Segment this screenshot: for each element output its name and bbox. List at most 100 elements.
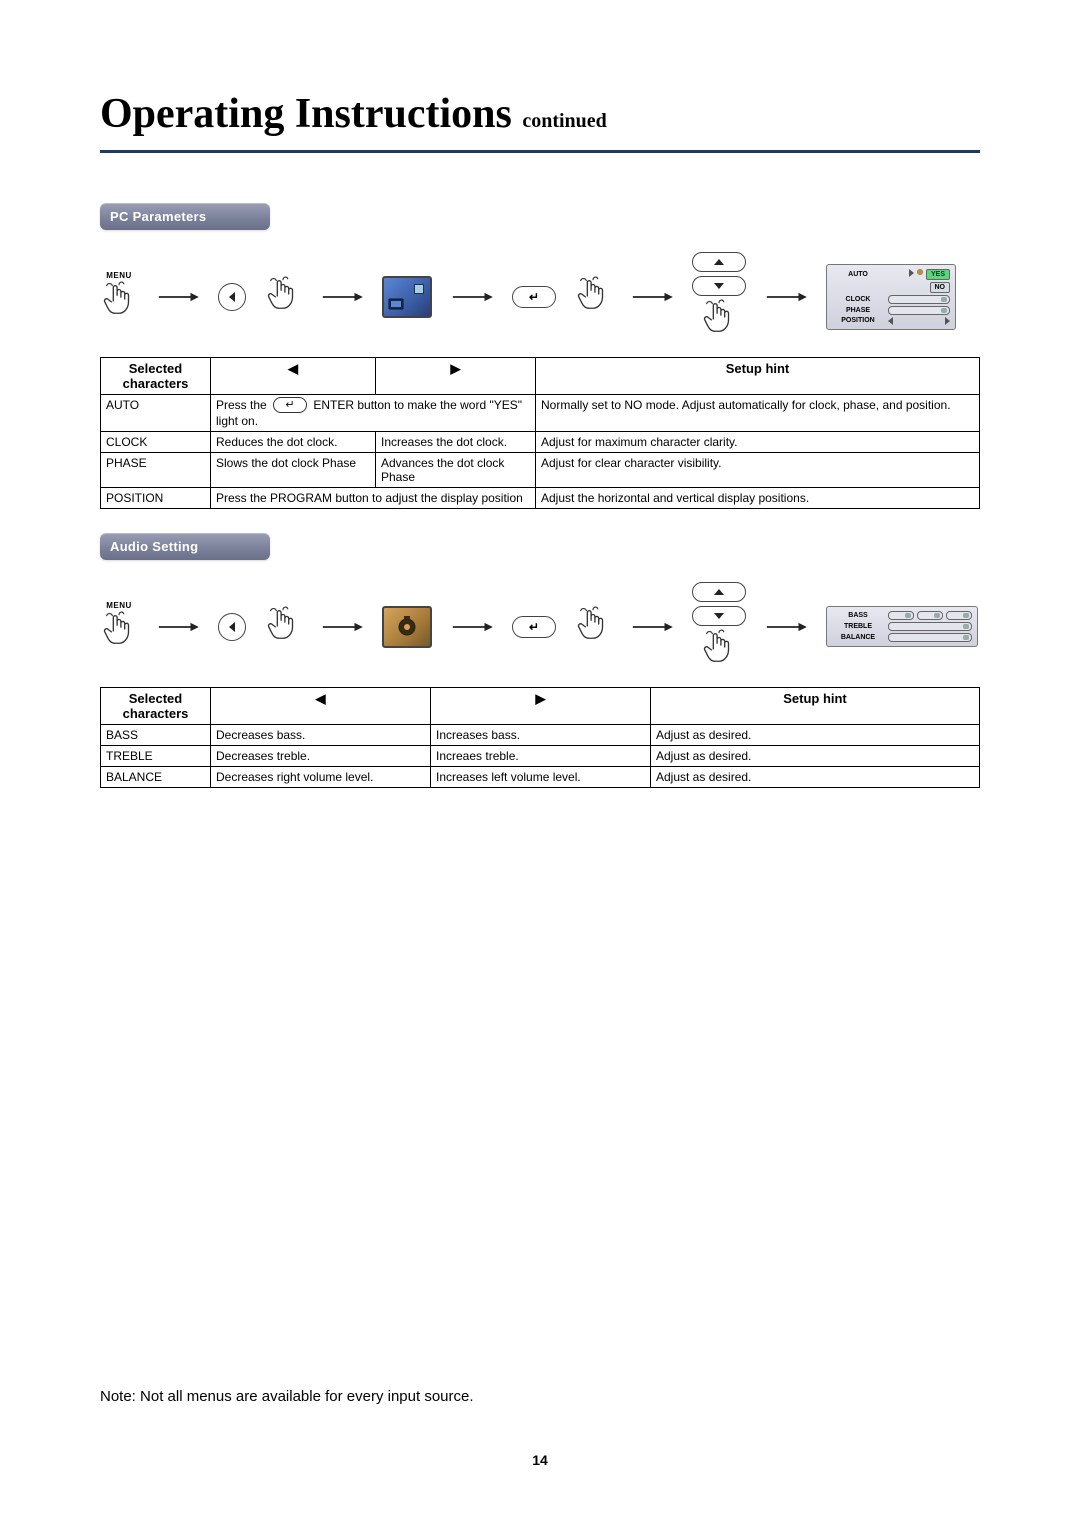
hand-press-icon [700,628,738,666]
arrow-right-icon [320,622,364,632]
hand-press-icon [264,605,302,643]
menu-button-label: MENU [100,271,138,280]
up-button[interactable] [692,582,746,602]
down-button[interactable] [692,276,746,296]
cell-hint: Adjust as desired. [651,746,980,767]
arrow-right-icon [450,292,494,302]
triangle-left-icon [229,622,235,632]
cell-left: Reduces the dot clock. [211,432,376,453]
arrow-right-icon [764,292,808,302]
osd-tri-left-icon [888,317,893,325]
hand-press-icon [574,275,612,313]
cell-selected: BASS [101,725,211,746]
down-button[interactable] [692,606,746,626]
arrow-right-icon [450,622,494,632]
osd-label: CLOCK [832,296,884,303]
press-hand [700,628,738,671]
col-setup-hint: Setup hint [651,688,980,725]
osd-panel: AUTO YES NO CLOCK PHASE POSITION [826,264,956,330]
section-block: PC Parameters MENU ↵ [100,203,980,509]
osd-slider-icon [888,622,972,631]
osd-tri-right-icon [909,269,914,277]
nav-flow: MENU ↵ [100,582,980,671]
osd-right [888,317,950,325]
osd-label: PHASE [832,307,884,314]
cell-hint: Adjust as desired. [651,767,980,788]
osd-slider-icon [888,306,950,315]
section-chip: Audio Setting [100,533,270,560]
cell-hint: Adjust the horizontal and vertical displ… [536,488,980,509]
osd-slider-icon [888,611,914,620]
menu-button-label: MENU [100,601,138,610]
cell-hint: Normally set to NO mode. Adjust automati… [536,395,980,432]
osd-row: AUTO YES [830,268,952,281]
osd-indicator-icon [917,269,923,275]
col-setup-hint: Setup hint [536,358,980,395]
osd-label: TREBLE [832,623,884,630]
osd-right: NO [888,282,950,293]
cell-left: Slows the dot clock Phase [211,453,376,488]
cell-hint: Adjust for maximum character clarity. [536,432,980,453]
cell-right: Increases bass. [431,725,651,746]
cell-hint: Adjust for clear character visibility. [536,453,980,488]
osd-row: TREBLE [830,621,974,632]
cell-right: Advances the dot clock Phase [376,453,536,488]
page-title-block: Operating Instructions continued [100,90,980,153]
table-row: BALANCEDecreases right volume level.Incr… [101,767,980,788]
osd-right [888,306,950,315]
osd-row: BASS [830,610,974,621]
arrow-right-icon [630,292,674,302]
spec-table: Selectedcharacters ◀ ▶ Setup hint BASSDe… [100,687,980,788]
col-left-arrow: ◀ [211,358,376,395]
up-down-block [692,582,746,671]
up-down-block [692,252,746,341]
press-hand [264,275,302,318]
left-round-button[interactable] [218,613,246,641]
press-hand [700,298,738,341]
cell-left: Decreases right volume level. [211,767,431,788]
arrow-right-icon [156,292,200,302]
osd-right [888,622,972,631]
enter-icon: ↵ [529,290,539,304]
osd-label: AUTO [832,271,884,278]
cell-selected: BALANCE [101,767,211,788]
left-round-button[interactable] [218,283,246,311]
hand-press-icon [264,275,302,313]
cell-selected: CLOCK [101,432,211,453]
osd-right: YES [888,269,950,280]
arrow-right-icon [764,622,808,632]
col-selected-characters: Selectedcharacters [101,688,211,725]
page-number: 14 [0,1452,1080,1468]
enter-button[interactable]: ↵ [512,286,556,308]
osd-no-badge: NO [930,282,951,293]
page-title: Operating Instructions [100,91,512,137]
press-hand [574,605,612,648]
osd-panel: BASS TREBLE BALANCE [826,606,978,647]
enter-button[interactable]: ↵ [512,616,556,638]
col-left-arrow: ◀ [211,688,431,725]
osd-slider-icon [946,611,972,620]
triangle-up-icon [714,589,724,595]
up-button[interactable] [692,252,746,272]
table-header-row: Selectedcharacters ◀ ▶ Setup hint [101,358,980,395]
hand-press-icon [100,280,138,318]
press-hand [264,605,302,648]
table-row: TREBLEDecreases treble.Increaes treble.A… [101,746,980,767]
cell-right: Increaes treble. [431,746,651,767]
col-right-arrow: ▶ [431,688,651,725]
enter-icon: ↵ [529,620,539,634]
menu-button-block: MENU [100,601,138,653]
osd-row: POSITION [830,316,952,326]
osd-right [888,611,972,620]
page-title-continued: continued [522,110,606,132]
cell-selected: TREBLE [101,746,211,767]
cell-selected: AUTO [101,395,211,432]
hand-press-icon [574,605,612,643]
hand-press-icon [100,610,138,648]
osd-row: BALANCE [830,632,974,643]
arrow-right-icon [320,292,364,302]
cell-selected: POSITION [101,488,211,509]
cell-right: Increases the dot clock. [376,432,536,453]
arrow-right-icon [156,622,200,632]
table-row: CLOCKReduces the dot clock.Increases the… [101,432,980,453]
